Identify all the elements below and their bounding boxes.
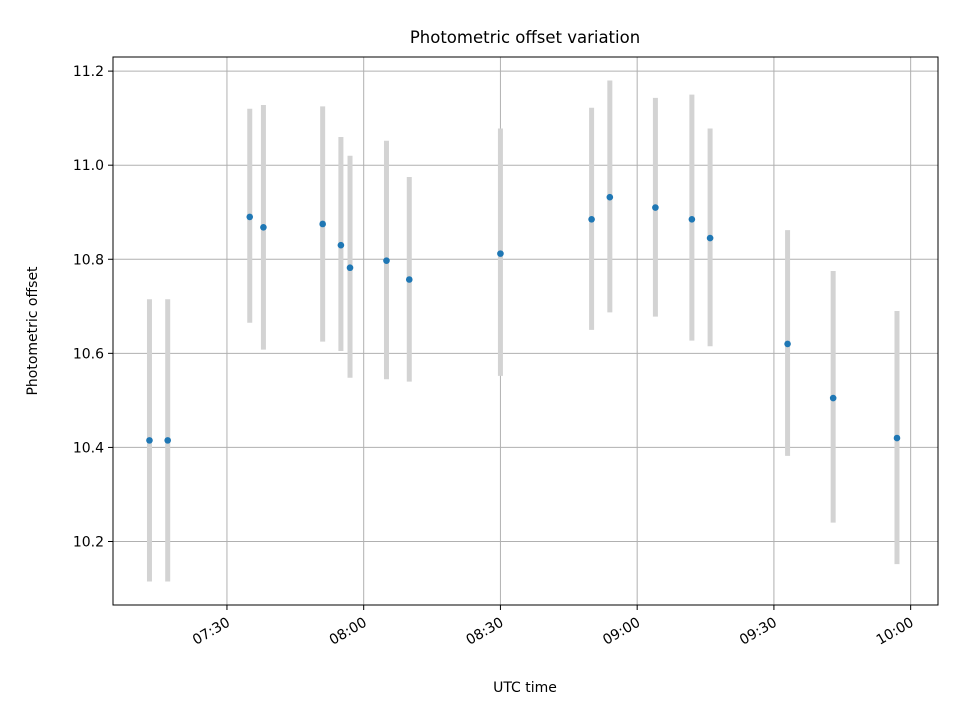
y-axis-label: Photometric offset [25, 266, 41, 396]
y-tick-label: 10.8 [73, 252, 104, 268]
data-point [146, 437, 153, 444]
data-point [260, 223, 267, 231]
data-point [784, 340, 791, 348]
data-point [164, 437, 171, 444]
data-point [829, 394, 837, 402]
y-tick-label: 11.2 [73, 64, 104, 80]
data-point [606, 193, 614, 201]
data-point [652, 204, 659, 211]
data-point [246, 213, 254, 221]
data-point [497, 250, 504, 257]
chart-title: Photometric offset variation [410, 28, 640, 47]
data-point [337, 241, 345, 249]
data-point [319, 220, 326, 228]
data-point [688, 215, 696, 223]
data-point [588, 215, 595, 223]
plot-area-frame [112, 56, 939, 606]
y-axis-ticks: 10.2 10.4 10.6 10.8 11.0 11.2 [73, 64, 113, 550]
data-point [405, 276, 413, 283]
y-tick-label: 10.6 [73, 346, 104, 362]
y-tick-label: 10.2 [73, 534, 104, 550]
data-point [893, 434, 901, 442]
data-point [346, 264, 354, 272]
data-point [383, 257, 390, 264]
x-axis-label: UTC time [493, 680, 557, 696]
data-point [706, 234, 714, 242]
y-tick-label: 11.0 [73, 158, 104, 174]
y-tick-label: 10.4 [73, 440, 104, 456]
data-points [146, 193, 901, 444]
